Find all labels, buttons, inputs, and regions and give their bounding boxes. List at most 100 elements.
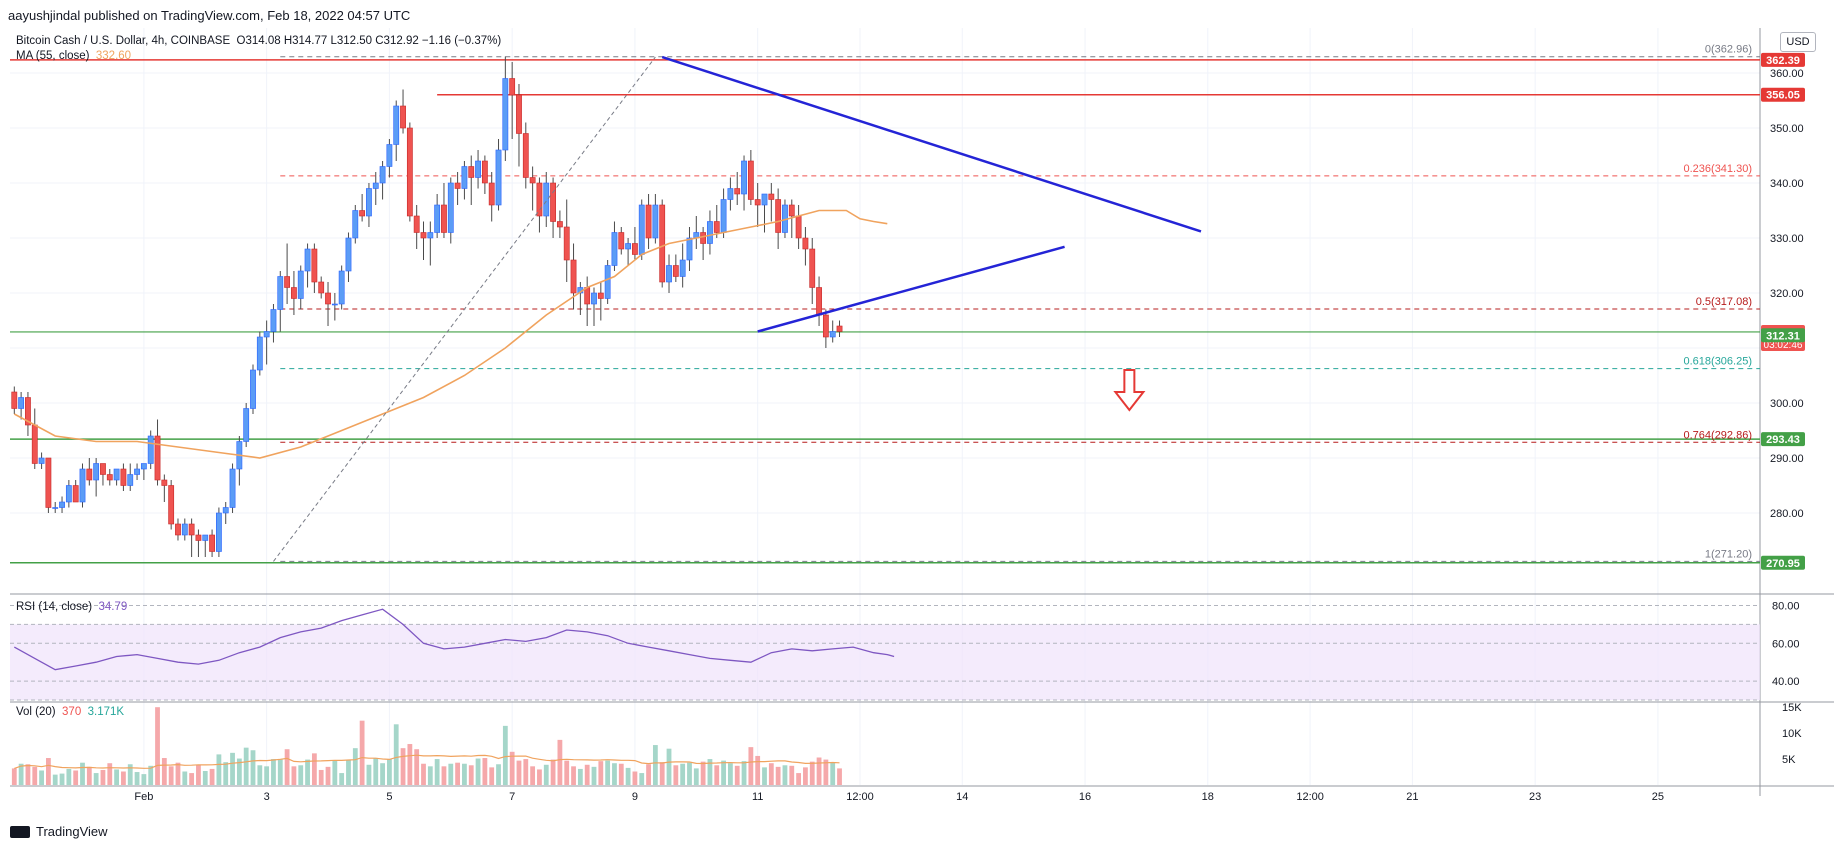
candle (488, 172, 495, 222)
ma-label[interactable]: MA (55, close) (16, 50, 90, 62)
volume-bar (155, 707, 160, 785)
price-tick-label: 320.00 (1770, 288, 1804, 300)
price-tag-label: 270.95 (1766, 558, 1800, 570)
volume-bar (564, 760, 570, 785)
candle-body-down (816, 287, 822, 316)
candle-body-up (304, 248, 311, 272)
volume-bar (380, 763, 385, 785)
vol-label[interactable]: Vol (20) (16, 706, 56, 718)
candle (420, 221, 427, 260)
rsi-label[interactable]: RSI (14, close) (16, 601, 93, 613)
candle (727, 177, 734, 211)
candle (495, 139, 502, 211)
candle (461, 161, 468, 200)
candle-body-down (556, 221, 563, 228)
candle-body-down (509, 78, 516, 96)
volume-bar (189, 773, 195, 785)
volume-bar (277, 759, 283, 785)
volume-bar (298, 765, 304, 785)
candle-body-down (468, 166, 475, 178)
candle-body-down (209, 534, 215, 552)
candle-body-up (679, 259, 686, 277)
volume-bar (700, 761, 706, 785)
candle-body-up (345, 237, 352, 272)
currency-button[interactable]: USD (1780, 32, 1816, 52)
candle-body-down (454, 182, 461, 189)
candle-body-down (311, 248, 318, 283)
candle (188, 518, 195, 557)
volume-bar (612, 763, 617, 785)
candle (113, 468, 120, 486)
candle (181, 518, 188, 541)
candle (86, 458, 93, 486)
volume-tick-label: 15K (1782, 702, 1802, 714)
time-tick-label: 3 (264, 791, 270, 803)
publisher-line: aayushjindal published on TradingView.co… (8, 8, 411, 23)
time-tick-label: 9 (632, 791, 638, 803)
candle-body-down (25, 397, 31, 426)
candle-body-up (611, 232, 618, 266)
candle (529, 166, 536, 211)
rsi-line (13, 608, 895, 671)
time-tick-label: 18 (1202, 791, 1214, 803)
volume-ma-line (14, 754, 840, 769)
volume-bar (59, 773, 65, 785)
volume-bar (257, 765, 263, 785)
volume-bar (66, 768, 72, 785)
candle-body-down (700, 232, 707, 244)
candle-body-down (420, 232, 427, 239)
candle (679, 243, 686, 288)
candle (359, 194, 366, 222)
candle (734, 172, 741, 205)
candle-body-up (434, 204, 441, 233)
candle (209, 529, 215, 557)
vol-ma-value: 3.171K (87, 706, 125, 718)
candle-body-down (563, 226, 570, 261)
candle-body-up (52, 507, 59, 509)
volume-bar (407, 744, 413, 785)
candle (31, 408, 38, 469)
candle (836, 320, 843, 337)
price-tag-box (1761, 87, 1805, 102)
candle-body-down (659, 204, 666, 283)
ascending-trendline (757, 245, 1065, 333)
candle-body-up (379, 166, 386, 184)
volume-bar (168, 766, 174, 785)
candle (468, 155, 475, 205)
footer-brand[interactable]: TradingView (10, 824, 108, 839)
candle (550, 177, 556, 238)
candle-body-up (229, 468, 236, 508)
candle (59, 496, 65, 513)
symbol-label[interactable]: Bitcoin Cash / U.S. Dollar, 4h, COINBASE (16, 35, 231, 47)
candle-body-up (277, 276, 284, 310)
candle-body-down (645, 204, 652, 239)
candle-body-up (270, 309, 277, 332)
volume-bar (714, 765, 720, 785)
candle (386, 139, 393, 178)
candle (788, 199, 795, 238)
candle (311, 243, 318, 293)
candle (618, 227, 625, 255)
candle (65, 480, 72, 508)
volume-bar (441, 766, 447, 785)
volume-bar (202, 770, 208, 785)
volume-bar (325, 766, 331, 785)
candle (775, 188, 782, 249)
volume-bar (632, 771, 638, 785)
ohlc-values: O314.08 H314.77 L312.50 C312.92 −1.16 (−… (236, 35, 502, 47)
candle (45, 457, 52, 513)
candle (632, 227, 638, 260)
time-tick-label: 23 (1529, 791, 1541, 803)
price-tick-label: 350.00 (1770, 123, 1804, 135)
price-tick-label: 300.00 (1770, 398, 1804, 410)
candle-body-down (584, 287, 591, 305)
brand-label: TradingView (36, 824, 108, 839)
fib-level-label: 0.236(341.30) (1684, 163, 1753, 175)
candle-body-down (175, 523, 181, 536)
countdown-label: 03:02:46 (1764, 340, 1803, 351)
volume-bar (305, 759, 310, 785)
volume-bar (25, 764, 31, 785)
volume-bar (748, 747, 754, 785)
candle-body-up (222, 507, 229, 514)
